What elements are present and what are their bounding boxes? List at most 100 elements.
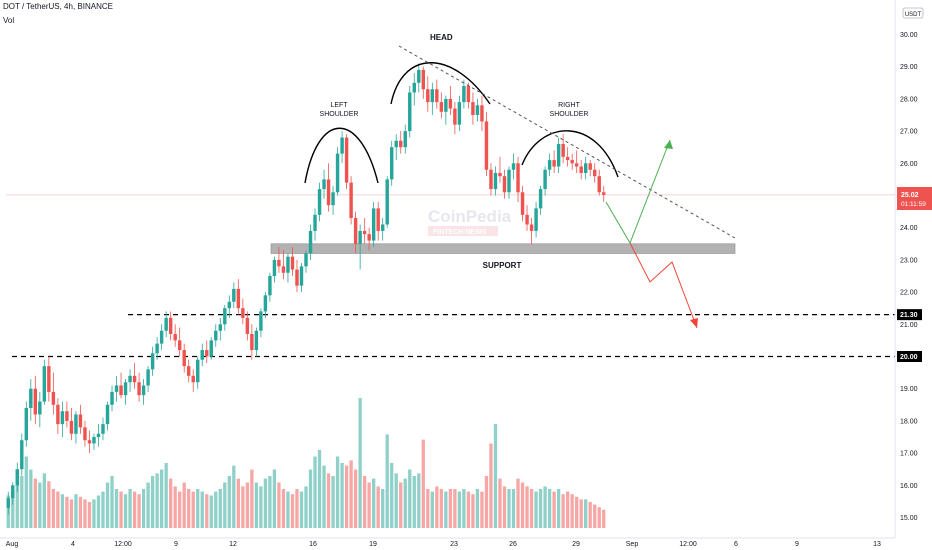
candle-body: [196, 359, 200, 383]
y-tick-label: 23.00: [900, 257, 918, 264]
y-tick-label: 26.00: [900, 161, 918, 168]
volume-bar: [584, 499, 588, 528]
volume-bar: [435, 486, 439, 528]
candle-body: [110, 391, 114, 405]
volume-bar: [457, 491, 462, 528]
candle-body: [137, 382, 141, 396]
volume-bar: [511, 489, 516, 528]
candle-body: [480, 105, 484, 122]
volume-bar: [529, 489, 534, 528]
y-tick-label: 24.00: [900, 225, 918, 232]
candle-body: [177, 340, 182, 351]
candle-body: [308, 230, 313, 254]
level-price-tag: [897, 309, 922, 321]
left-shoulder-label-2: SHOULDER: [320, 111, 359, 118]
candle-body: [295, 269, 299, 286]
volume-bar: [290, 494, 295, 528]
volume-bar: [372, 478, 376, 528]
candle-body: [128, 375, 132, 383]
left-shoulder-arc: [304, 127, 379, 184]
volume-bar: [11, 489, 15, 528]
price-axis[interactable]: 15.00 16.00 17.00 18.00 19.00 20.00 21.00 22.00…: [894, 0, 922, 538]
symbol-title: DOT / TetherUS, 4h, BINANCE: [3, 2, 113, 11]
candle-body: [87, 440, 92, 444]
candle-body: [299, 266, 304, 286]
candle-body: [290, 256, 295, 270]
level-price-tag: [897, 351, 922, 362]
candle-body: [250, 333, 254, 351]
candle-body: [588, 163, 592, 170]
candle-body: [507, 169, 511, 193]
volume-bar: [191, 491, 195, 528]
volume-bar: [534, 491, 538, 528]
candle-body: [15, 469, 19, 486]
volume-bar: [263, 478, 268, 528]
candle-body: [335, 153, 340, 193]
volume-bar: [466, 491, 471, 528]
candle-body: [421, 69, 426, 90]
volume-bar: [552, 491, 556, 528]
volume-bar: [20, 476, 24, 528]
x-tick-label: 12:00: [679, 541, 697, 548]
volume-bar: [60, 494, 65, 528]
candle-body: [155, 343, 159, 354]
candle-body: [20, 440, 24, 470]
bullish-arrowhead: [664, 140, 673, 149]
candle-body: [56, 404, 60, 425]
volume-bar: [218, 489, 222, 528]
level-price-label: 20.00: [900, 354, 918, 361]
currency-badge[interactable]: USDT: [902, 7, 924, 19]
volume-bar: [331, 476, 335, 528]
x-tick-label: 4: [71, 541, 75, 548]
candle-body: [78, 414, 83, 428]
candle-body: [317, 189, 322, 215]
volume-bar: [390, 463, 394, 528]
candle-body: [394, 140, 398, 148]
volume-bar: [187, 489, 191, 528]
candle-body: [516, 163, 520, 193]
candle-body: [511, 163, 516, 170]
candle-body: [484, 121, 489, 170]
volume-bar: [340, 463, 344, 528]
volume-bar: [277, 482, 281, 528]
volume-bar: [489, 443, 493, 528]
candle-body: [277, 259, 281, 267]
volume-bar: [114, 489, 119, 528]
volume-bar: [444, 491, 448, 528]
candle-body: [534, 208, 538, 231]
candle-body: [426, 89, 430, 103]
volume-bar: [227, 476, 231, 528]
y-tick-label: 19.00: [900, 386, 918, 393]
candle-body: [254, 330, 259, 351]
time-axis[interactable]: Aug 4 12:00 9 12 16 19 23 26 29 Sep 12:00 6 9 13: [0, 537, 895, 548]
y-tick-label: 30.00: [900, 32, 918, 39]
candle-body: [132, 375, 137, 383]
candle-body: [430, 89, 435, 103]
candle-body: [466, 86, 471, 103]
candle-body: [236, 288, 241, 309]
candle-body: [6, 498, 10, 508]
volume-bar: [56, 491, 60, 528]
candle-body: [51, 391, 56, 405]
x-tick-label: 29: [572, 541, 580, 548]
candle-body: [223, 308, 227, 325]
volume-bar: [570, 494, 574, 528]
candle-body: [385, 179, 389, 225]
volume-bar: [579, 499, 583, 528]
volume-bar: [547, 489, 552, 528]
candle-body: [182, 350, 186, 367]
volume-bar: [412, 476, 416, 528]
candle-body: [286, 256, 290, 273]
y-tick-label: 17.00: [900, 451, 918, 458]
volume-bar: [83, 499, 87, 528]
volume-bar: [182, 482, 186, 528]
volume-bar: [385, 434, 389, 528]
candle-body: [65, 411, 69, 421]
y-tick-label: 16.00: [900, 483, 918, 490]
volume-bar: [196, 489, 200, 528]
candle-body: [313, 214, 317, 231]
volume-bar: [543, 486, 547, 528]
volume-bar: [110, 476, 114, 528]
volume-bar: [87, 502, 92, 528]
